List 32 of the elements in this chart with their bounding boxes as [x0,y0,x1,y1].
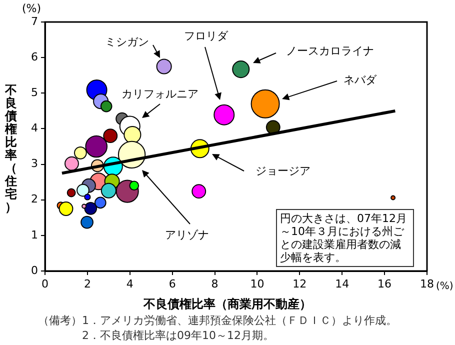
y-tick-label: 1 [31,228,38,242]
annotation: 円の大きさは、07年12月～10年３月における州ごとの建設業雇用者数の減少幅を表す。 [276,209,414,267]
x-axis-title: 不良債権比率（商業用不動産） [142,296,312,313]
text: (%) [436,281,454,292]
annotation: ジョージア [256,164,310,178]
y-tick-label: 2 [31,192,38,206]
annotation: ミシガン [105,34,149,50]
y-tick-label: 7 [31,14,38,28]
x-tick-label: 4 [126,277,134,290]
annotation: カリフォルニア [122,86,198,102]
y-tick-label: 5 [31,86,38,99]
x-tick-label: 16 [378,277,392,290]
x-tick-label: 2 [84,277,91,290]
annotation: ノースカロライナ [286,44,374,58]
annotation: アリゾナ [165,228,209,242]
text: (%) [22,2,42,15]
annotation: ネバダ [344,72,376,88]
x-tick-label: 18 [420,277,434,290]
x-tick-label: 8 [211,277,218,290]
y-tick-label: 0 [31,264,38,277]
y-tick-label: 3 [31,157,38,170]
x-tick-label: 6 [168,277,176,290]
x-tick-label: 10 [250,277,264,290]
x-tick-label: 12 [292,277,307,290]
text: （備考）1．アメリカ労働省、連邦預金保険公社（ＦＤＩＣ）より作成。 [38,313,397,328]
text: 不良債権比率（住宅） [5,83,17,214]
y-tick-label: 6 [31,50,38,64]
y-tick-label: 4 [31,122,38,135]
annotation: フロリダ [184,28,228,44]
x-tick-label: 0 [42,277,48,290]
text: 2．不良債権比率は09年10～12月期。 [82,328,274,343]
x-tick-label: 14 [335,277,350,290]
